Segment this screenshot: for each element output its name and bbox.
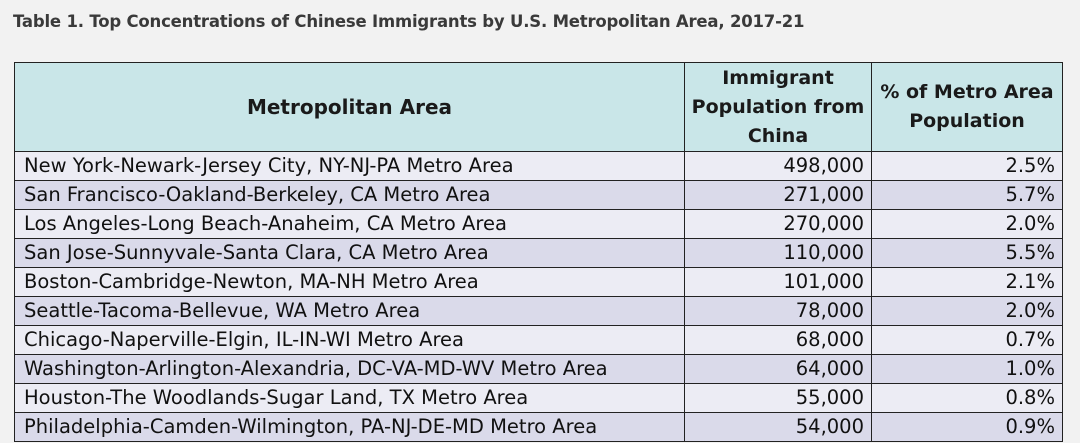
column-header-label-line: % of Metro Area (880, 81, 1054, 103)
data-table: Metropolitan Area Immigrant Population f… (14, 62, 1063, 442)
cell-percent: 2.1% (871, 267, 1063, 297)
cell-metro-area: Los Angeles-Long Beach-Anaheim, CA Metro… (14, 209, 685, 239)
column-header-immigrant-population: Immigrant Population from China (684, 62, 872, 152)
table-row: Chicago-Naperville-Elgin, IL-IN-WI Metro… (14, 325, 1063, 355)
cell-population: 101,000 (684, 267, 872, 297)
column-header-label-line: Population from (691, 95, 865, 118)
table-row: Philadelphia-Camden-Wilmington, PA-NJ-DE… (14, 412, 1063, 442)
cell-percent: 2.0% (871, 209, 1063, 239)
cell-percent: 0.7% (871, 325, 1063, 355)
column-header-label-line: Immigrant (722, 66, 834, 89)
cell-percent: 2.5% (871, 151, 1063, 181)
cell-population: 55,000 (684, 383, 872, 413)
cell-metro-area: San Jose-Sunnyvale-Santa Clara, CA Metro… (14, 238, 685, 268)
column-header-percent-metro-population: % of Metro Area Population (871, 62, 1063, 152)
table-row: San Francisco-Oakland-Berkeley, CA Metro… (14, 180, 1063, 210)
cell-metro-area: Philadelphia-Camden-Wilmington, PA-NJ-DE… (14, 412, 685, 442)
cell-metro-area: San Francisco-Oakland-Berkeley, CA Metro… (14, 180, 685, 210)
cell-percent: 0.8% (871, 383, 1063, 413)
cell-metro-area: Boston-Cambridge-Newton, MA-NH Metro Are… (14, 267, 685, 297)
table-row: New York-Newark-Jersey City, NY-NJ-PA Me… (14, 151, 1063, 181)
cell-metro-area: Washington-Arlington-Alexandria, DC-VA-M… (14, 354, 685, 384)
column-header-label-line: China (747, 124, 809, 147)
cell-population: 68,000 (684, 325, 872, 355)
table-row: Washington-Arlington-Alexandria, DC-VA-M… (14, 354, 1063, 384)
cell-population: 64,000 (684, 354, 872, 384)
table-row: San Jose-Sunnyvale-Santa Clara, CA Metro… (14, 238, 1063, 268)
cell-metro-area: Chicago-Naperville-Elgin, IL-IN-WI Metro… (14, 325, 685, 355)
table-row: Boston-Cambridge-Newton, MA-NH Metro Are… (14, 267, 1063, 297)
cell-percent: 0.9% (871, 412, 1063, 442)
column-header-metropolitan-area: Metropolitan Area (14, 62, 685, 152)
column-header-label: Metropolitan Area (246, 94, 453, 119)
cell-population: 110,000 (684, 238, 872, 268)
cell-percent: 2.0% (871, 296, 1063, 326)
cell-population: 78,000 (684, 296, 872, 326)
column-header-label-line: Population (909, 110, 1025, 132)
cell-percent: 5.5% (871, 238, 1063, 268)
cell-population: 270,000 (684, 209, 872, 239)
table-row: Seattle-Tacoma-Bellevue, WA Metro Area 7… (14, 296, 1063, 326)
table-row: Los Angeles-Long Beach-Anaheim, CA Metro… (14, 209, 1063, 239)
cell-metro-area: Houston-The Woodlands-Sugar Land, TX Met… (14, 383, 685, 413)
cell-population: 498,000 (684, 151, 872, 181)
table-caption: Table 1. Top Concentrations of Chinese I… (13, 12, 805, 31)
table-row: Houston-The Woodlands-Sugar Land, TX Met… (14, 383, 1063, 413)
cell-population: 54,000 (684, 412, 872, 442)
cell-percent: 5.7% (871, 180, 1063, 210)
cell-population: 271,000 (684, 180, 872, 210)
cell-metro-area: Seattle-Tacoma-Bellevue, WA Metro Area (14, 296, 685, 326)
cell-metro-area: New York-Newark-Jersey City, NY-NJ-PA Me… (14, 151, 685, 181)
header-row: Metropolitan Area Immigrant Population f… (14, 62, 1063, 152)
cell-percent: 1.0% (871, 354, 1063, 384)
